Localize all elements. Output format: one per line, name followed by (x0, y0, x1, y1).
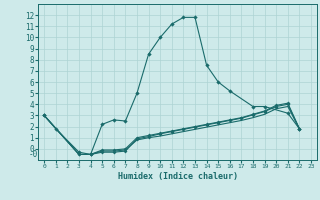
Text: -0: -0 (29, 150, 38, 159)
X-axis label: Humidex (Indice chaleur): Humidex (Indice chaleur) (118, 172, 238, 181)
